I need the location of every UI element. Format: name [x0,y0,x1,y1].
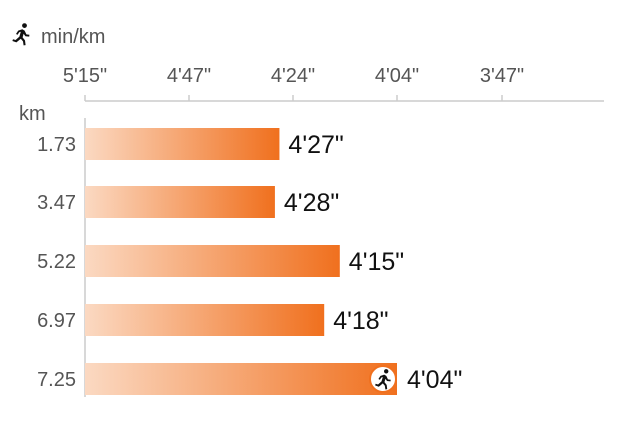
value-label: 4'18" [333,307,388,335]
category-label: 5.22 [37,251,76,273]
category-label: 6.97 [37,310,76,332]
value-label: 4'27" [288,131,343,159]
category-label: 1.73 [37,134,76,156]
running-person-icon [12,23,30,46]
unit-label: min/km [41,26,105,48]
x-tick-label: 4'04" [375,65,419,87]
category-label: 7.25 [37,369,76,391]
current-marker [369,365,397,393]
bar [85,186,275,218]
value-label: 4'04" [407,366,462,394]
bar [85,304,325,336]
bar [85,363,397,395]
x-tick-label: 4'24" [271,65,315,87]
x-tick-label: 3'47" [480,65,524,87]
category-label: 3.47 [37,192,76,214]
bar [85,245,340,277]
x-tick-label: 5'15" [63,65,107,87]
x-axis: 5'15" 4'47" 4'24" 4'04" 3'47" [63,65,604,102]
bar [85,128,280,160]
bars: 1.73 4'27" 3.47 4'28" 5.22 4'15" 6.97 4'18" 7.25… [37,128,462,395]
value-label: 4'28" [284,189,339,217]
unit-header: min/km [12,23,105,48]
x-tick-label: 4'47" [167,65,211,87]
value-label: 4'15" [349,248,404,276]
category-axis-label: km [19,103,46,125]
